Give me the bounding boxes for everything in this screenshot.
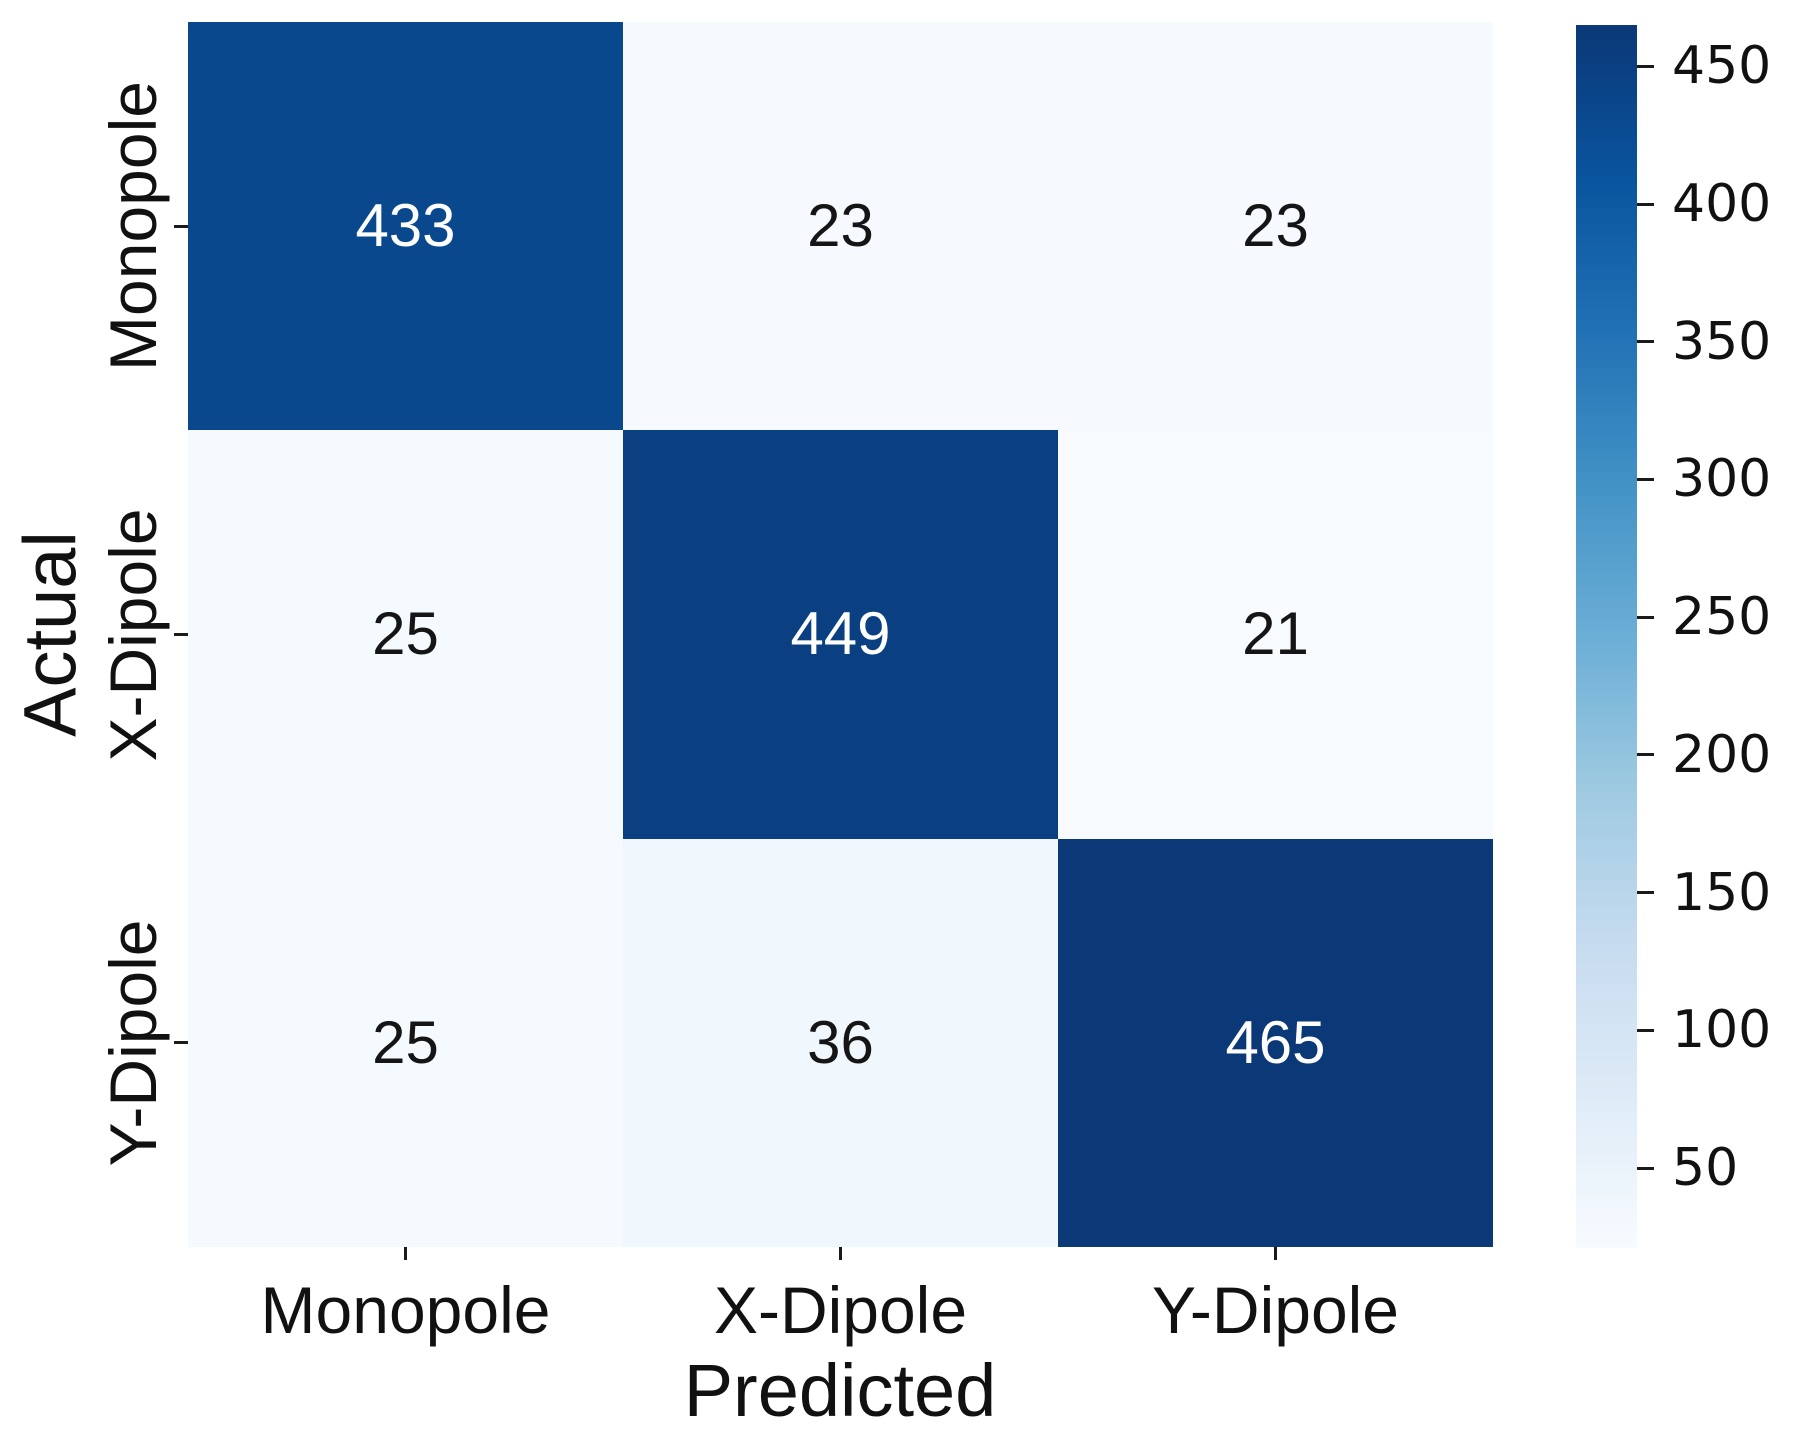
heatmap-cell-monopole-y-dipole: 23 bbox=[1058, 22, 1493, 431]
colorbar-tick-mark bbox=[1637, 615, 1654, 619]
y-tick-label-x-dipole: X-Dipole bbox=[96, 507, 170, 762]
colorbar-tick-label-400: 400 bbox=[1672, 174, 1772, 235]
colorbar-tick-mark bbox=[1637, 1028, 1654, 1032]
heatmap-cell-y-dipole-x-dipole: 36 bbox=[623, 838, 1058, 1247]
colorbar-tick-label-200: 200 bbox=[1672, 724, 1772, 785]
x-tick-label-x-dipole: X-Dipole bbox=[713, 1273, 968, 1347]
colorbar-tick-mark bbox=[1637, 1166, 1654, 1170]
heatmap-cell-x-dipole-x-dipole: 449 bbox=[623, 430, 1058, 839]
colorbar-gradient bbox=[1576, 25, 1637, 1248]
x-tick-mark bbox=[404, 1247, 407, 1260]
heatmap-cell-x-dipole-monopole: 25 bbox=[188, 430, 623, 839]
x-tick-label-y-dipole: Y-Dipole bbox=[1151, 1273, 1400, 1347]
y-tick-label-monopole: Monopole bbox=[96, 81, 170, 372]
y-tick-mark bbox=[174, 224, 188, 228]
y-tick-label-y-dipole: Y-Dipole bbox=[96, 919, 170, 1167]
colorbar-tick-label-100: 100 bbox=[1672, 1000, 1772, 1061]
heatmap-cell-monopole-x-dipole: 23 bbox=[623, 22, 1058, 431]
colorbar-tick-mark bbox=[1637, 753, 1654, 757]
x-tick-mark bbox=[1274, 1247, 1277, 1260]
colorbar-tick-label-450: 450 bbox=[1672, 36, 1772, 97]
colorbar-tick-label-50: 50 bbox=[1672, 1138, 1739, 1199]
heatmap-cell-monopole-monopole: 433 bbox=[188, 22, 623, 431]
colorbar-tick-mark bbox=[1637, 477, 1654, 481]
x-tick-label-monopole: Monopole bbox=[260, 1273, 551, 1347]
heatmap-cell-y-dipole-y-dipole: 465 bbox=[1058, 838, 1493, 1247]
y-tick-mark bbox=[174, 1041, 188, 1045]
heatmap-grid: 433 23 23 25 449 21 25 36 465 bbox=[188, 22, 1493, 1247]
colorbar-tick-label-300: 300 bbox=[1672, 449, 1772, 510]
colorbar-tick-label-350: 350 bbox=[1672, 311, 1772, 372]
x-tick-mark bbox=[839, 1247, 842, 1260]
colorbar-tick-mark bbox=[1637, 202, 1654, 206]
y-axis-title: Actual bbox=[8, 531, 92, 737]
x-axis-title: Predicted bbox=[683, 1349, 997, 1432]
y-tick-mark bbox=[174, 633, 188, 636]
colorbar-tick-label-150: 150 bbox=[1672, 862, 1772, 923]
heatmap-cell-x-dipole-y-dipole: 21 bbox=[1058, 430, 1493, 839]
colorbar-tick-label-250: 250 bbox=[1672, 587, 1772, 648]
heatmap-cell-y-dipole-monopole: 25 bbox=[188, 838, 623, 1247]
colorbar-tick-mark bbox=[1637, 64, 1654, 68]
colorbar-tick-mark bbox=[1637, 340, 1654, 344]
colorbar-tick-mark bbox=[1637, 891, 1654, 895]
